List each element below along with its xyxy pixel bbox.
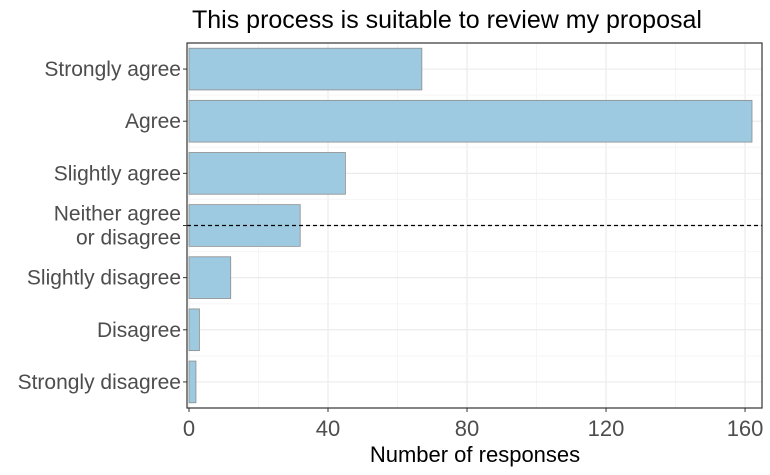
x-tick-label: 0: [183, 416, 195, 441]
y-tick-label: Slightly agree: [54, 162, 181, 185]
bar: [188, 47, 423, 91]
x-tick-label: 40: [316, 416, 340, 441]
y-tick-label: Neither agree or disagree: [54, 203, 181, 250]
y-axis: Strongly agree Agree Slightly agree Neither…: [18, 58, 187, 394]
bars-layer: [188, 47, 753, 404]
bar: [188, 308, 200, 352]
x-tick-label: 120: [588, 416, 625, 441]
y-tick-label: Strongly agree: [44, 58, 181, 81]
bar: [188, 256, 232, 299]
bar: [188, 99, 753, 143]
chart-title: This process is suitable to review my pr…: [192, 6, 702, 34]
x-tick-label: 160: [727, 416, 764, 441]
y-tick-label: Disagree: [97, 319, 181, 342]
y-tick-label: Agree: [125, 110, 181, 133]
bar: [188, 360, 197, 404]
y-tick-label: Strongly disagree: [18, 371, 181, 394]
x-tick-label: 80: [455, 416, 479, 441]
x-axis: 0 40 80 120 160: [183, 408, 764, 441]
x-axis-title: Number of responses: [370, 442, 580, 467]
bar: [188, 152, 346, 195]
y-tick-label: Slightly disagree: [27, 267, 181, 290]
